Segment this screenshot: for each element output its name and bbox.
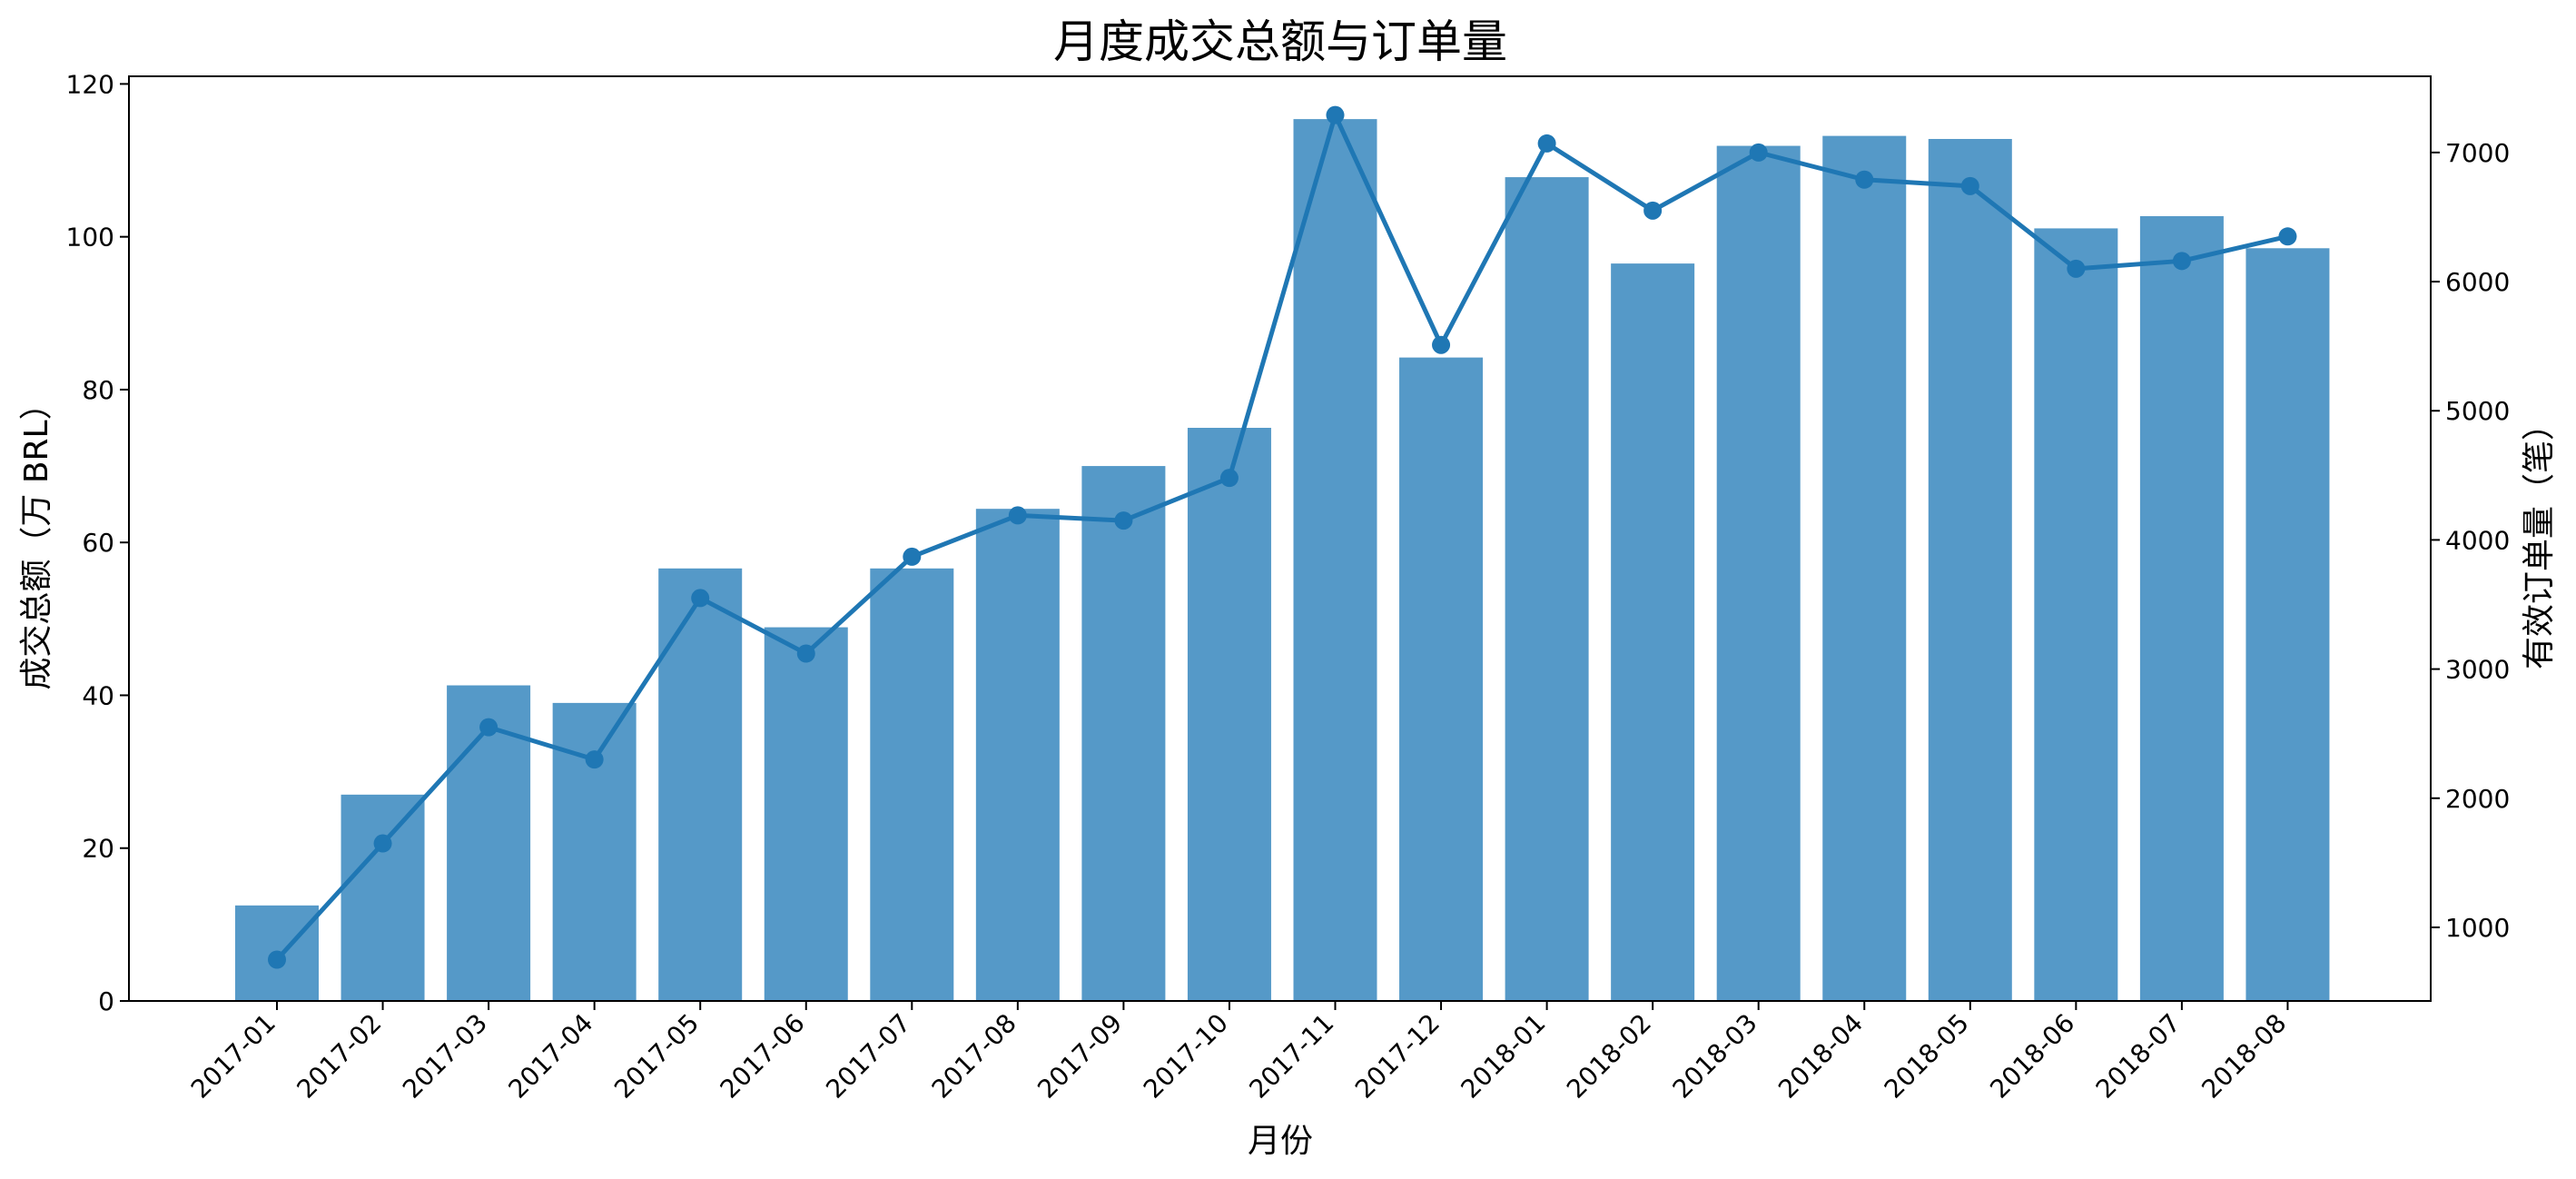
bar bbox=[1611, 263, 1695, 1001]
bar bbox=[2034, 228, 2118, 1001]
y2-tick-label: 5000 bbox=[2445, 396, 2510, 426]
y-tick-label: 120 bbox=[66, 69, 114, 99]
y-tick-label: 0 bbox=[98, 986, 114, 1016]
line-point bbox=[1326, 105, 1345, 124]
x-tick-label: 2018-04 bbox=[1772, 1008, 1869, 1105]
line-series bbox=[268, 105, 2297, 969]
bar bbox=[1187, 428, 1271, 1001]
line-point bbox=[2278, 227, 2297, 246]
line-point bbox=[903, 547, 922, 566]
line-point bbox=[1008, 506, 1027, 525]
bar bbox=[764, 627, 848, 1001]
chart-title: 月度成交总额与订单量 bbox=[1053, 15, 1507, 68]
y2-axis-label: 有效订单量（笔） bbox=[2521, 408, 2558, 669]
x-tick-label: 2017-12 bbox=[1349, 1008, 1446, 1105]
x-tick-label: 2018-06 bbox=[1984, 1008, 2080, 1105]
order-line bbox=[275, 113, 2289, 962]
y-tick-label: 60 bbox=[82, 528, 114, 558]
x-tick-label: 2018-07 bbox=[2090, 1008, 2186, 1105]
x-tick-label: 2017-11 bbox=[1243, 1008, 1339, 1105]
plot-frame bbox=[128, 75, 2432, 1002]
bar bbox=[1399, 357, 1484, 1002]
x-axis-label: 月份 bbox=[1248, 1123, 1313, 1160]
line-point bbox=[1643, 201, 1663, 220]
x-tick-label: 2017-04 bbox=[503, 1008, 599, 1105]
bar bbox=[1928, 138, 2012, 1002]
bar bbox=[870, 568, 954, 1001]
bar bbox=[341, 794, 425, 1001]
y2-axis-ticks: 1000 2000 3000 4000 5000 6000 7000 bbox=[2431, 138, 2510, 943]
y2-tick-label: 1000 bbox=[2445, 913, 2510, 943]
y-axis-ticks: 0 20 40 60 80 100 120 bbox=[66, 69, 129, 1016]
bar bbox=[1716, 145, 1801, 1002]
bar bbox=[2139, 215, 2224, 1002]
y-tick-label: 40 bbox=[82, 680, 114, 710]
x-tick-label: 2017-08 bbox=[926, 1008, 1022, 1105]
line-point bbox=[1114, 511, 1133, 530]
x-tick-label: 2017-10 bbox=[1138, 1008, 1234, 1105]
x-tick-label: 2017-06 bbox=[715, 1008, 811, 1105]
x-tick-label: 2017-01 bbox=[185, 1008, 281, 1105]
x-axis-ticks: 2017-01 2017-02 2017-03 2017-04 2017-05 2017-… bbox=[185, 1001, 2292, 1105]
y-tick-label: 80 bbox=[82, 375, 114, 405]
x-tick-label: 2018-02 bbox=[1561, 1008, 1657, 1105]
y2-tick-label: 2000 bbox=[2445, 784, 2510, 814]
bar-series bbox=[235, 119, 2330, 1002]
x-tick-label: 2017-07 bbox=[820, 1008, 916, 1105]
line-point bbox=[268, 950, 286, 969]
line-point bbox=[691, 589, 710, 608]
x-tick-label: 2017-03 bbox=[397, 1008, 493, 1105]
y2-tick-label: 4000 bbox=[2445, 525, 2510, 555]
line-point bbox=[1855, 170, 1874, 189]
bar bbox=[1081, 466, 1166, 1001]
line-point bbox=[479, 718, 498, 737]
line-point bbox=[1219, 469, 1239, 488]
bar bbox=[2245, 248, 2330, 1002]
x-tick-label: 2018-05 bbox=[1879, 1008, 1975, 1105]
line-point bbox=[585, 750, 604, 769]
bar bbox=[1293, 119, 1377, 1002]
x-tick-label: 2017-09 bbox=[1031, 1008, 1128, 1105]
bar bbox=[975, 509, 1060, 1001]
line-point bbox=[2172, 252, 2191, 271]
line-point bbox=[1432, 335, 1451, 354]
bar bbox=[552, 702, 637, 1001]
bar bbox=[1822, 135, 1907, 1001]
x-tick-label: 2017-05 bbox=[608, 1008, 705, 1105]
y-axis-label: 成交总额（万 BRL） bbox=[18, 387, 55, 689]
x-tick-label: 2018-08 bbox=[2196, 1008, 2292, 1105]
y2-tick-label: 7000 bbox=[2445, 138, 2510, 168]
line-point bbox=[1960, 176, 1979, 195]
bar bbox=[658, 568, 743, 1001]
x-tick-label: 2017-02 bbox=[291, 1008, 387, 1105]
line-point bbox=[796, 644, 815, 663]
line-point bbox=[1537, 134, 1556, 153]
bar bbox=[1505, 177, 1589, 1001]
y2-tick-label: 6000 bbox=[2445, 267, 2510, 297]
y2-tick-label: 3000 bbox=[2445, 655, 2510, 685]
line-point bbox=[2067, 259, 2086, 278]
x-tick-label: 2018-01 bbox=[1455, 1008, 1551, 1105]
line-point bbox=[373, 834, 392, 853]
line-point bbox=[1749, 143, 1768, 162]
y-tick-label: 20 bbox=[82, 834, 114, 864]
y-tick-label: 100 bbox=[66, 223, 114, 253]
x-tick-label: 2018-03 bbox=[1667, 1008, 1763, 1105]
